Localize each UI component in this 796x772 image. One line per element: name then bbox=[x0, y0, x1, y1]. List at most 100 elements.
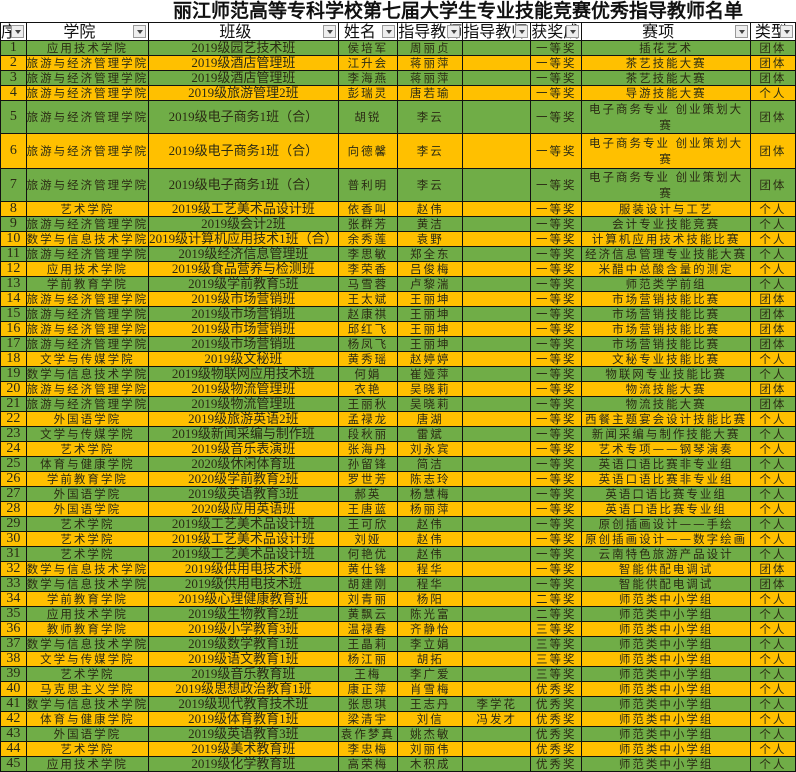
cell-advisor-1[interactable]: 程华 bbox=[397, 561, 464, 577]
cell-advisor-2[interactable] bbox=[462, 261, 532, 277]
cell-name[interactable]: 张思琪 bbox=[337, 696, 399, 712]
cell-award[interactable]: 一等奖 bbox=[530, 576, 583, 592]
cell-class[interactable]: 2020级休闲体育班 bbox=[148, 456, 339, 472]
cell-college[interactable]: 旅游与经济管理学院 bbox=[25, 55, 150, 71]
cell-award[interactable]: 一等奖 bbox=[530, 426, 583, 442]
cell-advisor-1[interactable]: 王丽坤 bbox=[397, 336, 464, 352]
cell-award[interactable]: 一等奖 bbox=[530, 366, 583, 382]
cell-college[interactable]: 旅游与经济管理学院 bbox=[25, 133, 150, 169]
cell-advisor-2[interactable] bbox=[462, 85, 532, 101]
cell-college[interactable]: 体育与健康学院 bbox=[25, 711, 150, 727]
cell-college[interactable]: 旅游与经济管理学院 bbox=[25, 336, 150, 352]
cell-name[interactable]: 彭瑞灵 bbox=[337, 85, 399, 101]
cell-name[interactable]: 罗世芳 bbox=[337, 471, 399, 487]
cell-name[interactable]: 何娟 bbox=[337, 366, 399, 382]
cell-award[interactable]: 一等奖 bbox=[530, 501, 583, 517]
cell-advisor-1[interactable]: 唐湖 bbox=[397, 411, 464, 427]
cell-college[interactable]: 旅游与经济管理学院 bbox=[25, 216, 150, 232]
cell-advisor-1[interactable]: 郑全东 bbox=[397, 246, 464, 262]
cell-type[interactable]: 个人 bbox=[749, 681, 796, 697]
cell-advisor-2[interactable] bbox=[462, 396, 532, 412]
cell-advisor-1[interactable]: 杨丽萍 bbox=[397, 501, 464, 517]
cell-award[interactable]: 一等奖 bbox=[530, 411, 583, 427]
cell-advisor-2[interactable] bbox=[462, 456, 532, 472]
cell-advisor-1[interactable]: 王丽坤 bbox=[397, 321, 464, 337]
cell-award[interactable]: 一等奖 bbox=[530, 351, 583, 367]
cell-event[interactable]: 师范类学前组 bbox=[581, 276, 751, 292]
cell-name[interactable]: 黄仕锋 bbox=[337, 561, 399, 577]
cell-event[interactable]: 市场营销技能比赛 bbox=[581, 336, 751, 352]
cell-college[interactable]: 艺术学院 bbox=[25, 666, 150, 682]
cell-award[interactable]: 一等奖 bbox=[530, 291, 583, 307]
cell-advisor-2[interactable] bbox=[462, 531, 532, 547]
cell-seq[interactable]: 10 bbox=[0, 231, 27, 247]
cell-name[interactable]: 温禄春 bbox=[337, 621, 399, 637]
cell-type[interactable]: 个人 bbox=[749, 756, 796, 772]
cell-seq[interactable]: 38 bbox=[0, 651, 27, 667]
cell-advisor-2[interactable] bbox=[462, 441, 532, 457]
cell-college[interactable]: 体育与健康学院 bbox=[25, 456, 150, 472]
cell-college[interactable]: 旅游与经济管理学院 bbox=[25, 396, 150, 412]
cell-award[interactable]: 一等奖 bbox=[530, 516, 583, 532]
cell-advisor-2[interactable]: 冯发才 bbox=[462, 711, 532, 727]
cell-seq[interactable]: 11 bbox=[0, 246, 27, 262]
cell-type[interactable]: 团体 bbox=[749, 168, 796, 202]
cell-advisor-2[interactable] bbox=[462, 246, 532, 262]
cell-name[interactable]: 向德馨 bbox=[337, 133, 399, 169]
cell-class[interactable]: 2019级供用电技术班 bbox=[148, 561, 339, 577]
cell-class[interactable]: 2019级市场营销班 bbox=[148, 321, 339, 337]
cell-advisor-2[interactable] bbox=[462, 306, 532, 322]
cell-name[interactable]: 胡锐 bbox=[337, 100, 399, 134]
cell-type[interactable]: 个人 bbox=[749, 711, 796, 727]
cell-class[interactable]: 2019级酒店管理班 bbox=[148, 70, 339, 86]
cell-advisor-1[interactable]: 李云 bbox=[397, 168, 464, 202]
cell-seq[interactable]: 33 bbox=[0, 576, 27, 592]
cell-class[interactable]: 2019级市场营销班 bbox=[148, 306, 339, 322]
cell-seq[interactable]: 18 bbox=[0, 351, 27, 367]
cell-type[interactable]: 个人 bbox=[749, 486, 796, 502]
cell-type[interactable]: 个人 bbox=[749, 546, 796, 562]
cell-seq[interactable]: 30 bbox=[0, 531, 27, 547]
cell-type[interactable]: 个人 bbox=[749, 216, 796, 232]
cell-award[interactable]: 一等奖 bbox=[530, 70, 583, 86]
cell-name[interactable]: 袁作梦真 bbox=[337, 726, 399, 742]
cell-advisor-2[interactable] bbox=[462, 516, 532, 532]
cell-advisor-2[interactable] bbox=[462, 591, 532, 607]
cell-class[interactable]: 2019级电子商务1班（合） bbox=[148, 100, 339, 134]
cell-award[interactable]: 一等奖 bbox=[530, 201, 583, 217]
cell-advisor-2[interactable] bbox=[462, 756, 532, 772]
cell-advisor-1[interactable]: 赵婷婷 bbox=[397, 351, 464, 367]
cell-name[interactable]: 段秋丽 bbox=[337, 426, 399, 442]
cell-event[interactable]: 英语口语比赛专业组 bbox=[581, 501, 751, 517]
cell-type[interactable]: 团体 bbox=[749, 40, 796, 56]
cell-name[interactable]: 王太斌 bbox=[337, 291, 399, 307]
cell-seq[interactable]: 20 bbox=[0, 381, 27, 397]
cell-seq[interactable]: 8 bbox=[0, 201, 27, 217]
cell-college[interactable]: 艺术学院 bbox=[25, 516, 150, 532]
cell-college[interactable]: 旅游与经济管理学院 bbox=[25, 306, 150, 322]
cell-class[interactable]: 2019级工艺美术品设计班 bbox=[148, 546, 339, 562]
cell-seq[interactable]: 9 bbox=[0, 216, 27, 232]
cell-advisor-1[interactable]: 蒋丽萍 bbox=[397, 70, 464, 86]
cell-class[interactable]: 2019级计算机应用技术1班（合） bbox=[148, 231, 339, 247]
cell-seq[interactable]: 2 bbox=[0, 55, 27, 71]
cell-class[interactable]: 2019级酒店管理班 bbox=[148, 55, 339, 71]
cell-seq[interactable]: 7 bbox=[0, 168, 27, 202]
cell-name[interactable]: 黄飘云 bbox=[337, 606, 399, 622]
cell-name[interactable]: 刘娅 bbox=[337, 531, 399, 547]
cell-advisor-1[interactable]: 李广爱 bbox=[397, 666, 464, 682]
cell-award[interactable]: 三等奖 bbox=[530, 666, 583, 682]
cell-class[interactable]: 2019级电子商务1班（合） bbox=[148, 168, 339, 202]
cell-college[interactable]: 应用技术学院 bbox=[25, 261, 150, 277]
cell-award[interactable]: 三等奖 bbox=[530, 651, 583, 667]
cell-class[interactable]: 2019级旅游管理2班 bbox=[148, 85, 339, 101]
cell-type[interactable]: 个人 bbox=[749, 741, 796, 757]
cell-advisor-1[interactable]: 李云 bbox=[397, 133, 464, 169]
cell-advisor-2[interactable] bbox=[462, 216, 532, 232]
cell-event[interactable]: 物流技能大赛 bbox=[581, 396, 751, 412]
cell-award[interactable]: 一等奖 bbox=[530, 546, 583, 562]
cell-type[interactable]: 团体 bbox=[749, 133, 796, 169]
cell-advisor-2[interactable] bbox=[462, 546, 532, 562]
cell-seq[interactable]: 34 bbox=[0, 591, 27, 607]
cell-name[interactable]: 黄秀瑶 bbox=[337, 351, 399, 367]
